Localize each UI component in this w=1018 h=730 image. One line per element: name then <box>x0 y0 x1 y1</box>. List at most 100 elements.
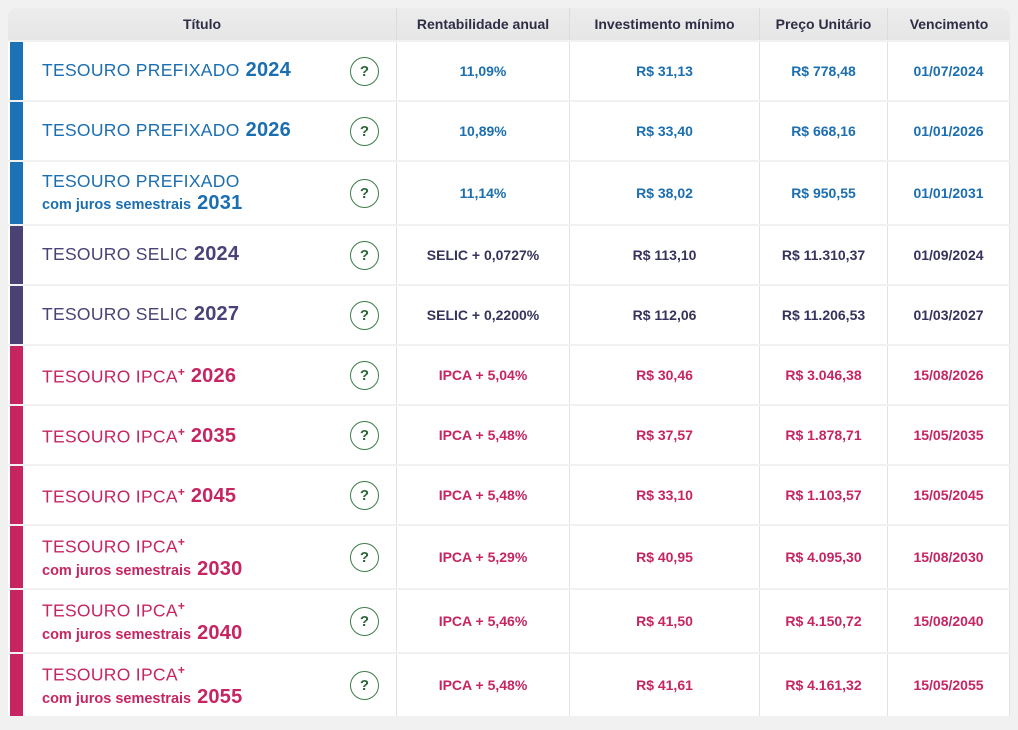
maturity-date-cell: 15/08/2040 <box>888 590 1010 652</box>
bond-year: 2035 <box>190 425 237 448</box>
bond-title: TESOURO IPCA+ 2035 <box>42 422 236 448</box>
table-row[interactable]: TESOURO IPCA+ com juros semestrais 2055 ?… <box>8 654 1010 716</box>
bond-title: TESOURO PREFIXADO 2024 <box>42 60 291 82</box>
bond-title-cell: TESOURO IPCA+ com juros semestrais 2055 ? <box>8 654 397 716</box>
category-color-bar <box>10 226 23 284</box>
question-mark-icon: ? <box>359 366 370 384</box>
unit-price-cell: R$ 1.878,71 <box>760 406 888 464</box>
bond-year: 2027 <box>193 303 240 325</box>
bond-name: TESOURO SELIC <box>42 304 188 324</box>
bond-name: TESOURO PREFIXADO <box>42 60 240 80</box>
annual-yield-cell: IPCA + 5,46% <box>397 590 570 652</box>
maturity-date-cell: 01/09/2024 <box>888 226 1010 284</box>
unit-price-cell: R$ 4.150,72 <box>760 590 888 652</box>
table-body: TESOURO PREFIXADO 2024 ? 11,09% R$ 31,13 … <box>8 42 1010 716</box>
table-row[interactable]: TESOURO IPCA+ 2026 ? IPCA + 5,04% R$ 30,4… <box>8 346 1010 404</box>
annual-yield-cell: IPCA + 5,48% <box>397 466 570 524</box>
help-button[interactable]: ? <box>350 542 379 572</box>
table-row[interactable]: TESOURO IPCA+ com juros semestrais 2040 ?… <box>8 590 1010 652</box>
table-row[interactable]: TESOURO PREFIXADO 2024 ? 11,09% R$ 31,13 … <box>8 42 1010 100</box>
question-mark-icon: ? <box>359 486 370 504</box>
bond-title: TESOURO IPCA+ 2026 <box>42 362 236 388</box>
column-header-investimento-minimo: Investimento mínimo <box>570 8 760 40</box>
table-row[interactable]: TESOURO PREFIXADO 2026 ? 10,89% R$ 33,40 … <box>8 102 1010 160</box>
question-mark-icon: ? <box>359 612 370 630</box>
annual-yield-cell: IPCA + 5,48% <box>397 654 570 716</box>
maturity-date-cell: 01/01/2031 <box>888 162 1010 224</box>
annual-yield-cell: 11,09% <box>397 42 570 100</box>
bond-name: TESOURO PREFIXADO <box>42 120 240 140</box>
bond-title-cell: TESOURO IPCA+ 2035 ? <box>8 406 397 464</box>
category-color-bar <box>10 406 23 464</box>
ipca-plus-sign: + <box>177 364 185 379</box>
bond-name: TESOURO IPCA <box>42 600 178 621</box>
question-mark-icon: ? <box>359 122 370 140</box>
bond-subtitle: com juros semestrais <box>42 196 192 213</box>
unit-price-cell: R$ 668,16 <box>760 102 888 160</box>
bond-name: TESOURO IPCA <box>42 366 178 387</box>
unit-price-cell: R$ 4.161,32 <box>760 654 888 716</box>
ipca-plus-sign: + <box>177 484 185 499</box>
help-button[interactable]: ? <box>350 670 379 700</box>
bond-name: TESOURO IPCA <box>42 664 178 685</box>
help-button[interactable]: ? <box>350 116 379 146</box>
bond-subtitle: com juros semestrais <box>42 626 192 643</box>
help-button[interactable]: ? <box>350 606 379 636</box>
table-row[interactable]: TESOURO PREFIXADO com juros semestrais 20… <box>8 162 1010 224</box>
bond-year: 2031 <box>197 191 243 214</box>
category-color-bar <box>10 162 23 224</box>
bond-subtitle: com juros semestrais <box>42 562 192 579</box>
bond-table: Título Rentabilidade anual Investimento … <box>8 8 1010 716</box>
maturity-date-cell: 15/05/2055 <box>888 654 1010 716</box>
help-button[interactable]: ? <box>350 56 379 86</box>
bond-year: 2024 <box>193 243 240 265</box>
table-row[interactable]: TESOURO SELIC 2024 ? SELIC + 0,0727% R$ 1… <box>8 226 1010 284</box>
minimum-investment-cell: R$ 38,02 <box>570 162 760 224</box>
bond-name: TESOURO IPCA <box>42 536 178 557</box>
annual-yield-cell: IPCA + 5,04% <box>397 346 570 404</box>
bond-title-cell: TESOURO SELIC 2027 ? <box>8 286 397 344</box>
bond-year: 2026 <box>245 119 291 141</box>
bond-year: 2040 <box>197 621 243 644</box>
column-header-rentabilidade: Rentabilidade anual <box>397 8 570 40</box>
question-mark-icon: ? <box>359 676 370 694</box>
category-color-bar <box>10 346 23 404</box>
bond-year: 2026 <box>190 365 237 388</box>
minimum-investment-cell: R$ 112,06 <box>570 286 760 344</box>
ipca-plus-sign: + <box>177 535 185 550</box>
bond-name: TESOURO PREFIXADO <box>42 170 240 191</box>
maturity-date-cell: 15/05/2045 <box>888 466 1010 524</box>
help-button[interactable]: ? <box>350 360 379 390</box>
bond-title-cell: TESOURO IPCA+ 2045 ? <box>8 466 397 524</box>
table-row[interactable]: TESOURO IPCA+ com juros semestrais 2030 ?… <box>8 526 1010 588</box>
minimum-investment-cell: R$ 37,57 <box>570 406 760 464</box>
column-header-titulo: Título <box>8 8 397 40</box>
category-color-bar <box>10 654 23 716</box>
bond-title-cell: TESOURO PREFIXADO com juros semestrais 20… <box>8 162 397 224</box>
bond-title: TESOURO IPCA+ com juros semestrais 2030 <box>42 532 242 581</box>
unit-price-cell: R$ 3.046,38 <box>760 346 888 404</box>
table-row[interactable]: TESOURO SELIC 2027 ? SELIC + 0,2200% R$ 1… <box>8 286 1010 344</box>
maturity-date-cell: 01/07/2024 <box>888 42 1010 100</box>
category-color-bar <box>10 466 23 524</box>
bond-year: 2055 <box>197 685 243 708</box>
category-color-bar <box>10 590 23 652</box>
bond-title-cell: TESOURO IPCA+ 2026 ? <box>8 346 397 404</box>
unit-price-cell: R$ 778,48 <box>760 42 888 100</box>
help-button[interactable]: ? <box>350 420 379 450</box>
table-row[interactable]: TESOURO IPCA+ 2045 ? IPCA + 5,48% R$ 33,1… <box>8 466 1010 524</box>
question-mark-icon: ? <box>359 548 370 566</box>
category-color-bar <box>10 42 23 100</box>
help-button[interactable]: ? <box>350 300 379 330</box>
unit-price-cell: R$ 950,55 <box>760 162 888 224</box>
table-header: Título Rentabilidade anual Investimento … <box>8 8 1010 40</box>
bond-name: TESOURO IPCA <box>42 426 178 447</box>
annual-yield-cell: 10,89% <box>397 102 570 160</box>
ipca-plus-sign: + <box>177 663 185 678</box>
help-button[interactable]: ? <box>350 240 379 270</box>
help-button[interactable]: ? <box>350 480 379 510</box>
bond-year: 2045 <box>190 485 237 508</box>
table-row[interactable]: TESOURO IPCA+ 2035 ? IPCA + 5,48% R$ 37,5… <box>8 406 1010 464</box>
help-button[interactable]: ? <box>350 178 379 208</box>
bond-title: TESOURO PREFIXADO 2026 <box>42 120 291 142</box>
